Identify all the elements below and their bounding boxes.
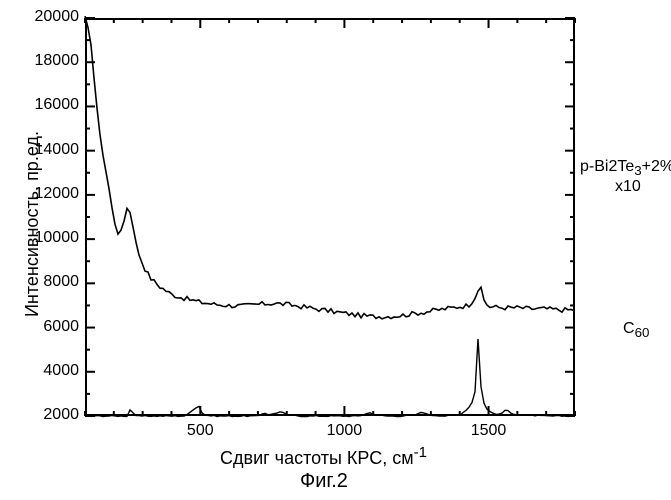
y-tick-label: 18000 xyxy=(27,52,79,70)
x-tick-label: 1500 xyxy=(464,422,514,440)
series-upper xyxy=(85,16,574,319)
series-upper-label-sub1: 3 xyxy=(634,163,641,178)
series-upper-label2: x10 xyxy=(615,178,641,196)
x-tick-label: 1000 xyxy=(319,422,369,440)
y-tick-label: 14000 xyxy=(27,141,79,159)
series-upper-label2-text: x10 xyxy=(615,178,641,195)
y-tick-label: 2000 xyxy=(27,406,79,424)
y-tick-label: 20000 xyxy=(27,8,79,26)
x-axis-label-sup: -1 xyxy=(414,444,427,461)
x-tick-label: 500 xyxy=(175,422,225,440)
figure: Интенсивность, пр.ед. Сдвиг частоты КРС,… xyxy=(0,0,671,500)
y-tick-label: 12000 xyxy=(27,185,79,203)
series-lower-label: C60 xyxy=(623,320,649,340)
series-upper-label-main: p-Bi2Te xyxy=(580,158,634,175)
series-lower xyxy=(85,339,574,417)
figure-caption-text: Фиг.2 xyxy=(300,470,348,492)
figure-caption: Фиг.2 xyxy=(300,470,348,493)
series-lower-label-main: C xyxy=(623,320,635,337)
series-lower-label-sub: 60 xyxy=(635,325,650,340)
y-tick-label: 16000 xyxy=(27,96,79,114)
series-upper-label: p-Bi2Te3+2%C60 xyxy=(580,158,671,178)
x-axis-label-text: Сдвиг частоты КРС, см xyxy=(220,448,414,468)
y-tick-label: 6000 xyxy=(27,318,79,336)
y-tick-label: 10000 xyxy=(27,229,79,247)
y-tick-label: 4000 xyxy=(27,362,79,380)
series-upper-label-mid: +2%C xyxy=(642,158,671,175)
x-axis-label: Сдвиг частоты КРС, см-1 xyxy=(220,444,427,469)
y-tick-label: 8000 xyxy=(27,273,79,291)
